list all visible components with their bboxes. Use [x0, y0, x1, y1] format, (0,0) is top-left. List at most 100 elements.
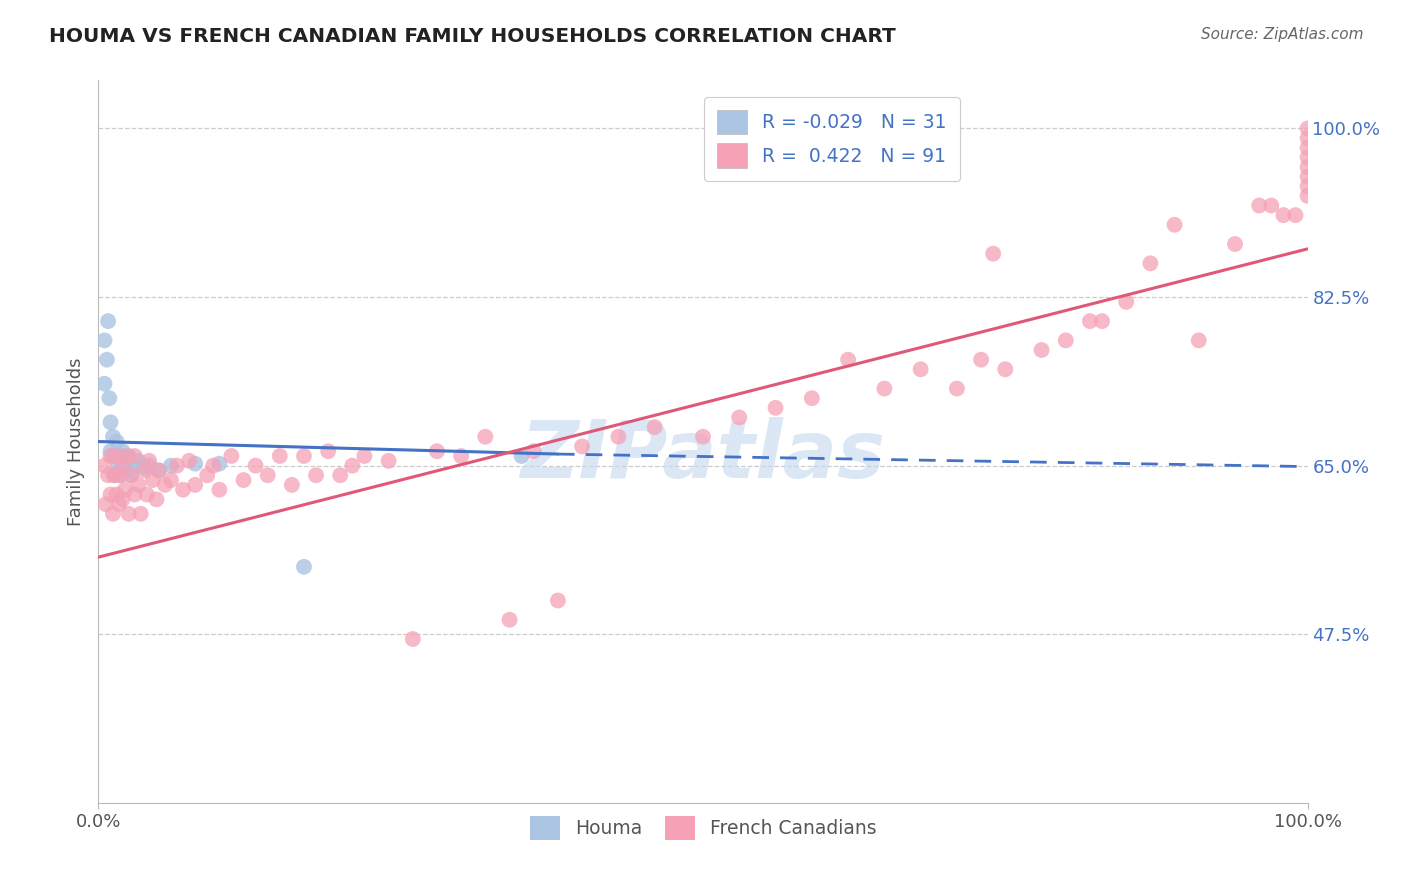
Point	[105, 449, 128, 463]
Point	[256, 468, 278, 483]
Point	[111, 458, 134, 473]
Point	[692, 430, 714, 444]
Point	[523, 444, 546, 458]
Point	[342, 458, 364, 473]
Point	[101, 507, 124, 521]
Point	[305, 468, 328, 483]
Point	[96, 352, 118, 367]
Point	[172, 483, 194, 497]
Point	[101, 449, 124, 463]
Point	[426, 444, 449, 458]
Point	[103, 468, 125, 483]
Point	[510, 449, 533, 463]
Point	[316, 444, 339, 458]
Point	[1296, 141, 1319, 155]
Point	[115, 463, 138, 477]
Point	[994, 362, 1017, 376]
Point	[105, 449, 128, 463]
Point	[1091, 314, 1114, 328]
Point	[160, 458, 183, 473]
Point	[127, 454, 149, 468]
Point	[292, 449, 315, 463]
Point	[873, 382, 896, 396]
Point	[1249, 198, 1271, 212]
Legend: Houma, French Canadians: Houma, French Canadians	[522, 808, 884, 847]
Y-axis label: Family Households: Family Households	[66, 358, 84, 525]
Point	[148, 463, 170, 477]
Point	[134, 460, 156, 475]
Point	[105, 487, 128, 501]
Point	[108, 458, 131, 473]
Point	[129, 507, 152, 521]
Point	[1284, 208, 1306, 222]
Point	[153, 478, 176, 492]
Point	[105, 434, 128, 449]
Point	[100, 487, 122, 501]
Point	[981, 246, 1004, 260]
Point	[1188, 334, 1211, 348]
Point	[127, 478, 149, 492]
Point	[498, 613, 520, 627]
Point	[108, 497, 131, 511]
Point	[644, 420, 666, 434]
Point	[946, 382, 969, 396]
Point	[142, 473, 165, 487]
Point	[1296, 121, 1319, 136]
Point	[108, 449, 131, 463]
Point	[1296, 179, 1319, 194]
Point	[111, 492, 134, 507]
Point	[607, 430, 630, 444]
Point	[115, 449, 138, 463]
Point	[1031, 343, 1053, 357]
Point	[94, 497, 117, 511]
Point	[100, 415, 122, 429]
Point	[571, 439, 593, 453]
Point	[1272, 208, 1295, 222]
Point	[111, 444, 134, 458]
Point	[103, 468, 125, 483]
Point	[474, 430, 496, 444]
Point	[148, 463, 170, 477]
Text: HOUMA VS FRENCH CANADIAN FAMILY HOUSEHOLDS CORRELATION CHART: HOUMA VS FRENCH CANADIAN FAMILY HOUSEHOL…	[49, 27, 896, 45]
Point	[1296, 189, 1319, 203]
Point	[134, 463, 156, 477]
Point	[195, 468, 218, 483]
Point	[100, 444, 122, 458]
Text: Source: ZipAtlas.com: Source: ZipAtlas.com	[1201, 27, 1364, 42]
Point	[728, 410, 751, 425]
Point	[1223, 237, 1246, 252]
Point	[97, 468, 120, 483]
Point	[208, 483, 231, 497]
Point	[184, 457, 207, 471]
Point	[1296, 150, 1319, 164]
Point	[120, 468, 142, 483]
Point	[118, 449, 141, 463]
Point	[100, 449, 122, 463]
Point	[114, 483, 136, 497]
Point	[114, 454, 136, 468]
Point	[108, 468, 131, 483]
Point	[93, 458, 115, 473]
Point	[179, 454, 201, 468]
Point	[120, 468, 142, 483]
Point	[450, 449, 472, 463]
Point	[377, 454, 399, 468]
Point	[184, 478, 207, 492]
Point	[353, 449, 375, 463]
Point	[145, 492, 167, 507]
Point	[970, 352, 993, 367]
Point	[1078, 314, 1101, 328]
Point	[108, 468, 131, 483]
Point	[1260, 198, 1282, 212]
Point	[292, 559, 315, 574]
Point	[800, 391, 823, 405]
Point	[232, 473, 254, 487]
Point	[1163, 218, 1185, 232]
Point	[97, 314, 120, 328]
Point	[166, 458, 188, 473]
Point	[208, 457, 231, 471]
Point	[135, 487, 157, 501]
Point	[402, 632, 425, 646]
Point	[245, 458, 267, 473]
Point	[93, 376, 115, 391]
